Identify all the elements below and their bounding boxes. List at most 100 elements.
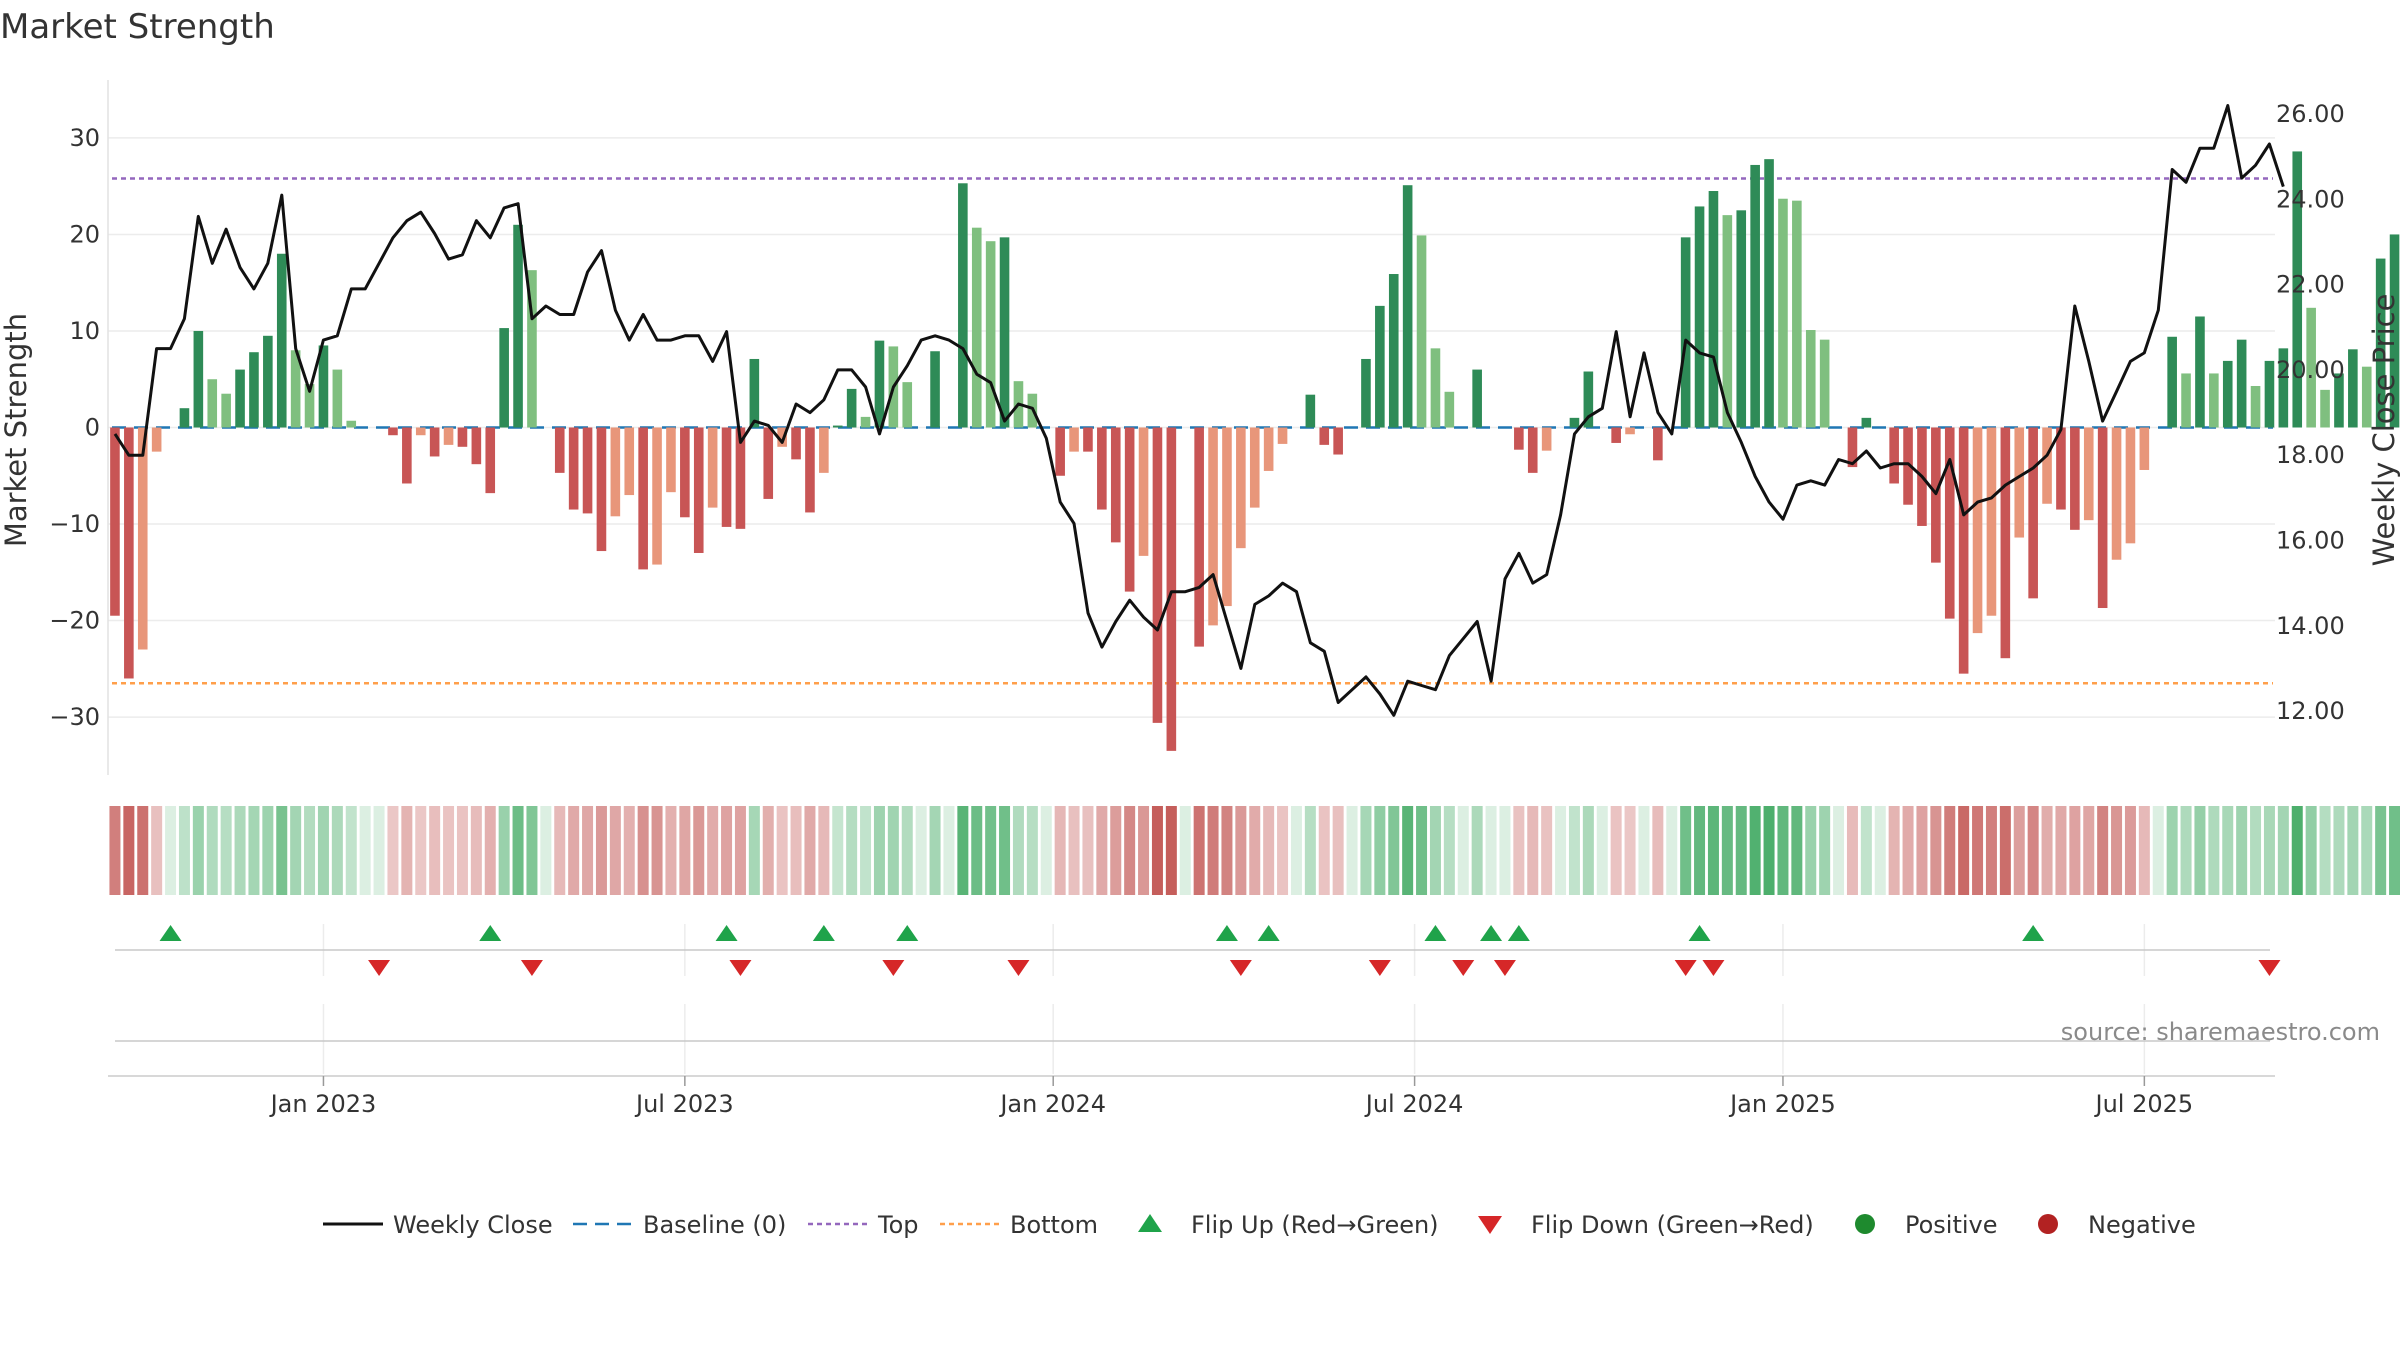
heat-cell	[2111, 806, 2123, 895]
strength-bar	[1375, 305, 1385, 428]
strength-bar	[2042, 427, 2052, 504]
strength-bar	[1680, 237, 1691, 428]
strength-bar	[846, 388, 857, 428]
flip-down-marker	[1368, 960, 1391, 976]
heat-cell	[2055, 806, 2067, 895]
heat-cell	[1138, 806, 1150, 895]
strength-bar	[2083, 427, 2094, 521]
flip-up-marker	[1480, 925, 1503, 941]
strength-bar	[971, 227, 982, 428]
heat-cell	[109, 806, 121, 895]
heat-cell	[1346, 806, 1358, 895]
strength-bar	[582, 427, 593, 514]
heat-cell	[429, 806, 441, 895]
strength-bar	[707, 427, 718, 508]
heat-cell	[1485, 806, 1497, 895]
strength-bar	[513, 224, 523, 428]
heat-cell	[2347, 806, 2359, 895]
heat-cell	[151, 806, 163, 895]
heat-cell	[1596, 806, 1608, 895]
strength-bar	[2125, 427, 2136, 544]
heat-cell	[734, 806, 746, 895]
strength-bar	[721, 427, 732, 527]
right-tick-label: 24.00	[2276, 185, 2345, 213]
heat-cell	[1249, 806, 1261, 895]
heat-cell	[1860, 806, 1872, 895]
legend-swatch-negative	[2038, 1214, 2058, 1234]
strength-bar	[1305, 394, 1316, 428]
heat-cell	[220, 806, 232, 895]
strength-bar	[235, 369, 245, 428]
heat-cell	[2097, 806, 2109, 895]
heat-cell	[1193, 806, 1205, 895]
strength-bar	[1194, 427, 1204, 647]
heat-cell	[804, 806, 816, 895]
heat-cell	[1374, 806, 1386, 895]
flip-up-marker	[896, 925, 919, 941]
heat-cell	[470, 806, 482, 895]
strength-bar	[1430, 348, 1441, 428]
strength-bar	[2209, 373, 2219, 428]
legend-label-flip-up: Flip Up (Red→Green)	[1191, 1211, 1439, 1239]
legend: Weekly Close Baseline (0) Top Bottom Flip Up…	[323, 1211, 2196, 1239]
strength-bar	[1083, 427, 1093, 452]
heat-cell	[1527, 806, 1539, 895]
heat-cell	[1721, 806, 1733, 895]
strength-bar	[2028, 427, 2038, 599]
strength-bar	[666, 427, 676, 493]
heat-cell	[2180, 806, 2192, 895]
flip-down-marker	[520, 960, 543, 976]
strength-bar	[1097, 427, 1107, 510]
strength-bar	[457, 427, 468, 447]
heat-cell	[1360, 806, 1372, 895]
flip-down-marker	[882, 960, 905, 976]
heat-cell	[2152, 806, 2164, 895]
heat-cell	[901, 806, 913, 895]
left-tick-label: 20	[69, 220, 100, 248]
strength-bar	[193, 330, 204, 428]
strength-bar	[1986, 427, 1997, 616]
strength-bar	[791, 427, 801, 460]
flip-up-marker	[479, 925, 502, 941]
heat-cell	[1040, 806, 1052, 895]
heat-cell	[401, 806, 413, 895]
heat-cell	[1680, 806, 1692, 895]
strength-bar	[902, 382, 913, 428]
heat-cell	[1888, 806, 1900, 895]
strength-bar	[777, 427, 787, 447]
legend-label-baseline: Baseline (0)	[643, 1211, 786, 1239]
left-tick-label: −30	[49, 703, 100, 731]
flip-up-marker	[1257, 925, 1280, 941]
strength-bar	[1694, 206, 1705, 428]
heat-cell	[498, 806, 510, 895]
strength-bar	[290, 350, 301, 428]
heat-cell	[1944, 806, 1956, 895]
strength-bar	[1527, 427, 1538, 473]
heat-cell	[123, 806, 135, 895]
heat-cell	[2375, 806, 2387, 895]
heat-cell	[1165, 806, 1177, 895]
strength-bar	[930, 351, 940, 428]
strength-bar	[263, 335, 273, 428]
strength-bar	[346, 420, 357, 428]
heat-cell	[554, 806, 566, 895]
strength-bar	[485, 427, 496, 494]
heat-cell	[1777, 806, 1789, 895]
strength-bar	[638, 427, 648, 570]
heat-cell	[2166, 806, 2178, 895]
heat-cell	[2083, 806, 2095, 895]
flip-down-marker	[729, 960, 752, 976]
heat-cell	[943, 806, 955, 895]
heat-cell	[1402, 806, 1414, 895]
strength-bar	[2167, 336, 2177, 428]
strength-bar	[471, 427, 482, 465]
heat-cell	[1582, 806, 1594, 895]
heat-cell	[1638, 806, 1650, 895]
strength-bar	[1805, 330, 1816, 428]
flip-down-marker	[2258, 960, 2281, 976]
heat-cell	[665, 806, 677, 895]
heat-cell	[443, 806, 455, 895]
strength-bar	[2236, 339, 2247, 428]
right-tick-label: 12.00	[2276, 697, 2345, 725]
heat-cell	[1124, 806, 1136, 895]
